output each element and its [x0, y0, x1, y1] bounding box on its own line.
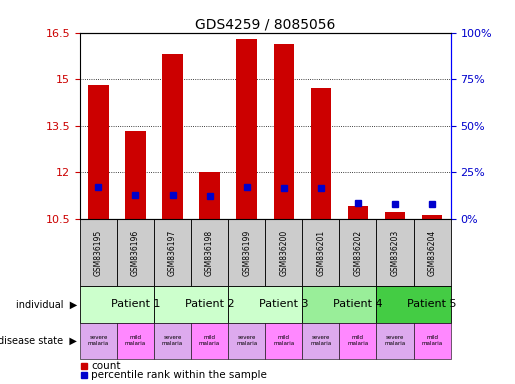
- Bar: [265, 323, 302, 359]
- Text: count: count: [92, 361, 121, 371]
- Bar: [302, 286, 376, 323]
- Bar: [311, 88, 331, 219]
- Text: severe
malaria: severe malaria: [384, 335, 406, 346]
- Bar: [376, 286, 451, 323]
- Bar: [339, 219, 376, 286]
- Bar: [154, 323, 191, 359]
- Text: GSM836197: GSM836197: [168, 229, 177, 276]
- Bar: [414, 323, 451, 359]
- Text: disease state  ▶: disease state ▶: [0, 336, 77, 346]
- Bar: [199, 172, 220, 219]
- Text: Patient 1: Patient 1: [111, 299, 160, 310]
- Text: Patient 5: Patient 5: [407, 299, 457, 310]
- Text: GSM836196: GSM836196: [131, 229, 140, 276]
- Bar: [228, 219, 265, 286]
- Text: mild
malaria: mild malaria: [273, 335, 295, 346]
- Bar: [154, 286, 228, 323]
- Text: severe
malaria: severe malaria: [162, 335, 183, 346]
- Text: mild
malaria: mild malaria: [199, 335, 220, 346]
- Bar: [273, 45, 294, 219]
- Text: GSM836204: GSM836204: [427, 229, 437, 276]
- Bar: [339, 323, 376, 359]
- Bar: [117, 219, 154, 286]
- Bar: [376, 323, 414, 359]
- Bar: [191, 323, 228, 359]
- Text: GSM836202: GSM836202: [353, 229, 363, 276]
- Bar: [265, 219, 302, 286]
- Bar: [422, 215, 442, 219]
- Bar: [88, 85, 109, 219]
- Text: GSM836198: GSM836198: [205, 229, 214, 276]
- Bar: [162, 54, 183, 219]
- Text: Patient 3: Patient 3: [259, 299, 308, 310]
- Text: Patient 4: Patient 4: [333, 299, 383, 310]
- Bar: [191, 219, 228, 286]
- Text: Patient 2: Patient 2: [185, 299, 234, 310]
- Text: mild
malaria: mild malaria: [421, 335, 443, 346]
- Bar: [80, 323, 117, 359]
- Text: individual  ▶: individual ▶: [16, 299, 77, 310]
- Text: severe
malaria: severe malaria: [236, 335, 258, 346]
- Bar: [228, 286, 302, 323]
- Text: GSM836203: GSM836203: [390, 229, 400, 276]
- Text: GSM836199: GSM836199: [242, 229, 251, 276]
- Bar: [80, 286, 154, 323]
- Bar: [376, 219, 414, 286]
- Bar: [125, 131, 146, 219]
- Bar: [228, 323, 265, 359]
- Text: percentile rank within the sample: percentile rank within the sample: [92, 370, 267, 381]
- Bar: [414, 219, 451, 286]
- Text: severe
malaria: severe malaria: [88, 335, 109, 346]
- Text: GSM836200: GSM836200: [279, 229, 288, 276]
- Bar: [80, 219, 117, 286]
- Bar: [348, 207, 368, 219]
- Text: mild
malaria: mild malaria: [125, 335, 146, 346]
- Bar: [302, 323, 339, 359]
- Text: severe
malaria: severe malaria: [310, 335, 332, 346]
- Text: GSM836195: GSM836195: [94, 229, 103, 276]
- Bar: [302, 219, 339, 286]
- Text: GSM836201: GSM836201: [316, 229, 325, 276]
- Bar: [117, 323, 154, 359]
- Bar: [236, 40, 257, 219]
- Text: mild
malaria: mild malaria: [347, 335, 369, 346]
- Bar: [385, 212, 405, 219]
- Bar: [154, 219, 191, 286]
- Title: GDS4259 / 8085056: GDS4259 / 8085056: [195, 18, 335, 31]
